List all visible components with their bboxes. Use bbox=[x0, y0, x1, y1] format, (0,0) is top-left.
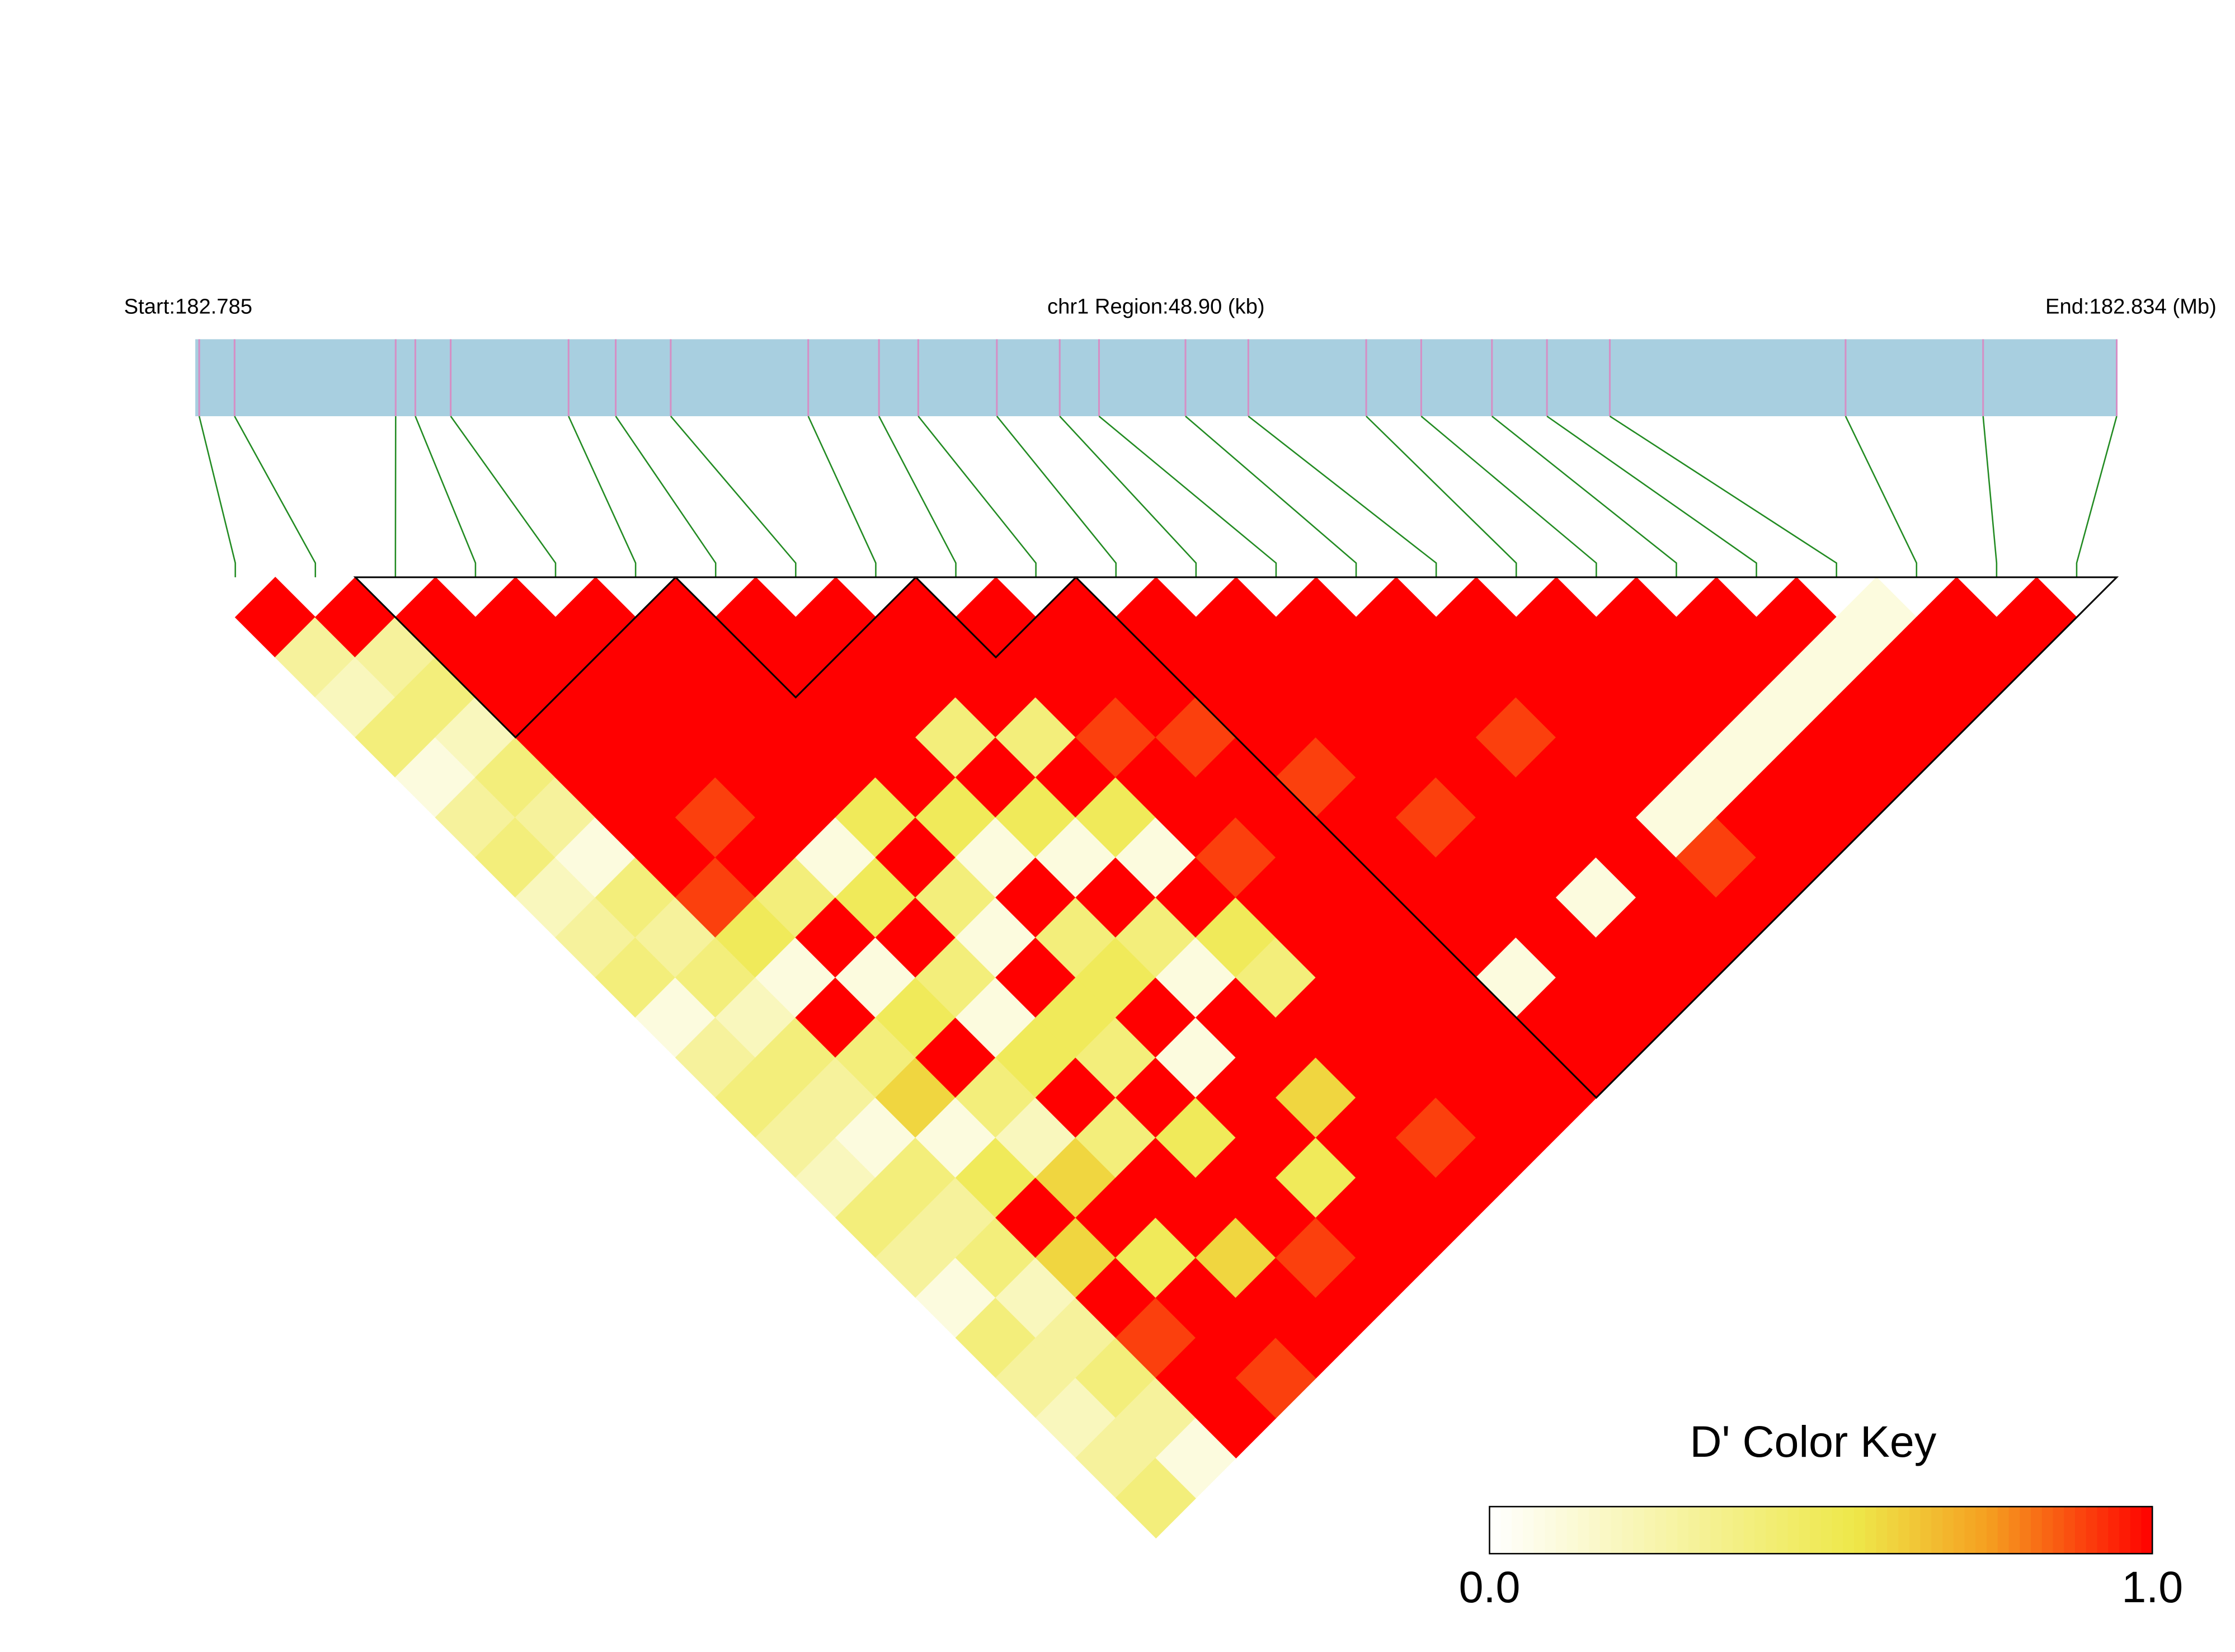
key-swatch bbox=[1810, 1507, 1822, 1554]
end-label: End:182.834 (Mb) bbox=[2045, 295, 2217, 319]
key-swatch bbox=[1865, 1507, 1877, 1554]
snp-link bbox=[450, 416, 557, 577]
ld-block bbox=[673, 576, 918, 699]
key-swatch bbox=[2086, 1507, 2098, 1554]
key-swatch bbox=[1931, 1507, 1944, 1554]
key-swatch bbox=[1489, 1507, 1502, 1554]
key-swatch bbox=[2031, 1507, 2043, 1554]
key-swatch bbox=[1589, 1507, 1601, 1554]
key-swatch bbox=[1611, 1507, 1623, 1554]
key-swatch bbox=[1754, 1507, 1767, 1554]
key-tick-label: 0.0 bbox=[1459, 1562, 1521, 1612]
key-swatch bbox=[1854, 1507, 1866, 1554]
key-swatch bbox=[1522, 1507, 1535, 1554]
key-swatch bbox=[1511, 1507, 1523, 1554]
key-swatch bbox=[1843, 1507, 1855, 1554]
snp-link bbox=[1248, 415, 1437, 577]
snp-link bbox=[1366, 416, 1517, 577]
snp-link bbox=[1845, 416, 1918, 577]
key-swatch bbox=[1666, 1507, 1678, 1554]
snp-link bbox=[996, 416, 1117, 577]
key-frame bbox=[1489, 1505, 2153, 1555]
key-swatch bbox=[1953, 1507, 1965, 1554]
key-swatch bbox=[1599, 1507, 1612, 1554]
key-swatch bbox=[1644, 1507, 1656, 1554]
ld-block bbox=[1074, 576, 2119, 1099]
key-swatch bbox=[1555, 1507, 1568, 1554]
key-swatch bbox=[1578, 1507, 1590, 1554]
key-swatch bbox=[1633, 1507, 1645, 1554]
key-swatch bbox=[2108, 1507, 2120, 1554]
key-swatch bbox=[1688, 1507, 1700, 1554]
key-swatch bbox=[1820, 1507, 1833, 1554]
snp-link bbox=[415, 416, 477, 577]
region-bar bbox=[195, 339, 2117, 416]
snp-link bbox=[1491, 415, 1677, 577]
key-swatch bbox=[1964, 1507, 1977, 1554]
key-swatch bbox=[1887, 1507, 1899, 1554]
key-swatch bbox=[1500, 1507, 1513, 1554]
key-swatch bbox=[2008, 1507, 2021, 1554]
key-swatch bbox=[1787, 1507, 1800, 1554]
snp-link bbox=[568, 416, 637, 577]
snp-link bbox=[1546, 415, 1757, 577]
key-swatch bbox=[2064, 1507, 2076, 1554]
snp-link bbox=[1059, 416, 1197, 577]
key-swatch bbox=[1566, 1507, 1579, 1554]
snp-link bbox=[615, 416, 717, 577]
key-swatch bbox=[2097, 1507, 2109, 1554]
key-swatch bbox=[1732, 1507, 1744, 1554]
snp-link bbox=[670, 416, 797, 577]
key-swatch bbox=[1533, 1507, 1546, 1554]
snp-link bbox=[234, 416, 316, 577]
key-swatch bbox=[1545, 1507, 1557, 1554]
key-swatch bbox=[2075, 1507, 2087, 1554]
key-swatch bbox=[1920, 1507, 1932, 1554]
key-swatch bbox=[1898, 1507, 1911, 1554]
snp-link bbox=[2076, 416, 2118, 577]
ld-block bbox=[914, 576, 1078, 659]
key-swatch bbox=[1909, 1507, 1921, 1554]
snp-link bbox=[807, 416, 877, 577]
key-swatch bbox=[2020, 1507, 2032, 1554]
snp-link bbox=[1185, 416, 1357, 577]
snp-link bbox=[198, 416, 236, 577]
key-swatch bbox=[1766, 1507, 1778, 1554]
key-swatch bbox=[2130, 1507, 2142, 1554]
key-swatch bbox=[1699, 1507, 1711, 1554]
key-swatch bbox=[1987, 1507, 1999, 1554]
snp-link bbox=[917, 416, 1037, 577]
key-swatch bbox=[2053, 1507, 2065, 1554]
key-swatch bbox=[2119, 1507, 2132, 1554]
ld-block bbox=[353, 576, 678, 739]
key-swatch bbox=[1743, 1507, 1756, 1554]
key-swatch bbox=[1655, 1507, 1667, 1554]
key-swatch bbox=[1721, 1507, 1734, 1554]
snp-link bbox=[1098, 416, 1277, 577]
snp-link bbox=[1609, 415, 1837, 577]
key-swatch bbox=[1710, 1507, 1723, 1554]
key-swatch bbox=[2141, 1507, 2153, 1554]
key-swatch bbox=[1832, 1507, 1844, 1554]
key-swatch bbox=[2041, 1507, 2054, 1554]
key-swatch bbox=[1942, 1507, 1955, 1554]
key-tick-label: 1.0 bbox=[2121, 1562, 2183, 1612]
snp-link bbox=[878, 416, 957, 577]
key-swatch bbox=[1677, 1507, 1690, 1554]
snp-link bbox=[1420, 416, 1597, 577]
key-swatch bbox=[1776, 1507, 1789, 1554]
start-label: Start:182.785 bbox=[124, 295, 252, 319]
key-swatch bbox=[1799, 1507, 1811, 1554]
key-swatch bbox=[1997, 1507, 2010, 1554]
key-swatch bbox=[1975, 1507, 1988, 1554]
key-swatch bbox=[1622, 1507, 1634, 1554]
region-label: chr1 Region:48.90 (kb) bbox=[1047, 295, 1265, 319]
key-title: D' Color Key bbox=[1690, 1417, 1936, 1466]
snp-link bbox=[1982, 416, 1998, 577]
key-swatch bbox=[1876, 1507, 1888, 1554]
